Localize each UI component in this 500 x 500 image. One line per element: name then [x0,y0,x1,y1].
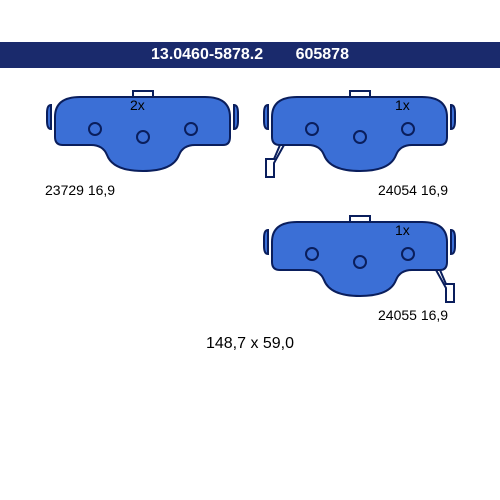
part-number: 13.0460-5878.2 [151,46,263,63]
code-bottom: 24055 16,9 [378,307,448,323]
dimension-label: 148,7 x 59,0 [0,335,500,353]
pad-top-right [262,85,457,185]
qty-top-right: 1x [395,97,410,113]
pad-bottom [262,210,457,310]
code-top-right: 24054 16,9 [378,182,448,198]
qty-bottom: 1x [395,222,410,238]
code-top-left: 23729 16,9 [45,182,115,198]
header-bar: 13.0460-5878.2 605878 [0,42,500,68]
short-code: 605878 [296,46,349,63]
qty-top-left: 2x [130,97,145,113]
